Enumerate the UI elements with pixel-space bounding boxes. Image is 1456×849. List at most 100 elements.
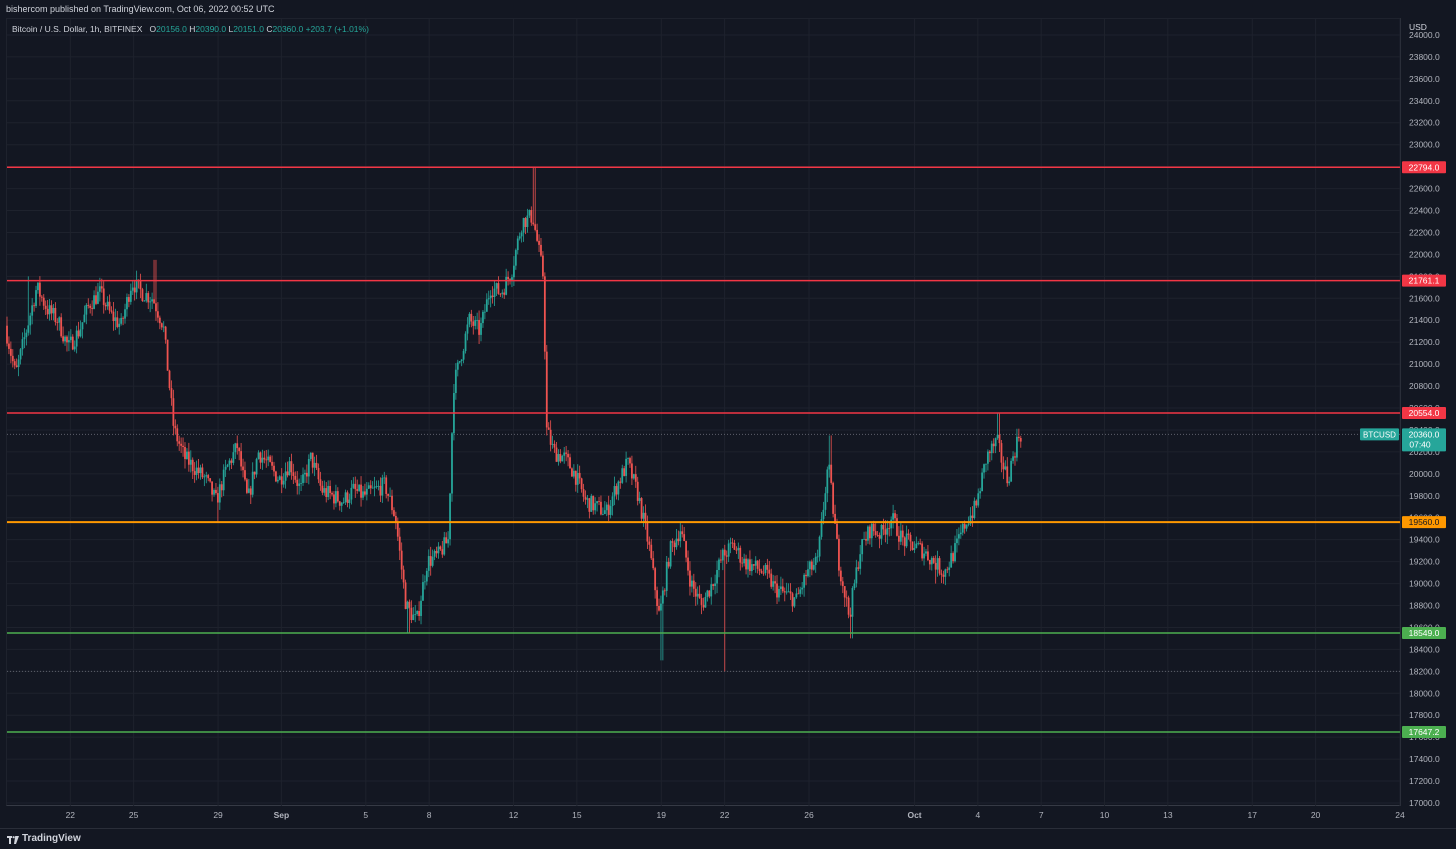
level-tag-bg: [1402, 161, 1446, 174]
candle-body: [98, 286, 101, 292]
candle-body: [160, 323, 163, 328]
candle-body: [265, 459, 268, 461]
candle-body: [632, 474, 635, 479]
candle-body: [576, 472, 579, 485]
tradingview-logo-icon: [7, 836, 19, 844]
candle-body: [11, 355, 14, 362]
candle-body: [360, 484, 362, 498]
candle-body: [410, 607, 413, 621]
candle-body: [671, 541, 674, 543]
price-tick-label: 20200.0: [1409, 447, 1440, 457]
candle-body: [636, 481, 639, 501]
time-tick-label: Sep: [274, 810, 290, 820]
candle-body: [609, 506, 612, 515]
candle-body: [346, 492, 349, 503]
candle-body: [296, 479, 299, 486]
candle-body: [793, 597, 796, 607]
candle-body: [690, 580, 693, 587]
time-axis[interactable]: 22 25 29 Sep 5 8 12 15 19 22 26 Oct 4 7 10 13 17 20 24: [66, 810, 1405, 820]
candle-body: [913, 548, 916, 550]
candle-body: [187, 451, 190, 465]
candle-body: [702, 604, 705, 608]
candle-body: [394, 516, 397, 523]
price-tick-label: 19000.0: [1409, 579, 1440, 589]
candle-body: [309, 452, 312, 459]
candle-body: [969, 515, 972, 524]
horizontal-levels[interactable]: [7, 166, 1400, 733]
candle-body: [760, 570, 763, 573]
candle-body: [861, 539, 864, 555]
candle-body: [205, 475, 208, 477]
candle-body: [642, 512, 645, 519]
candle-body: [110, 310, 113, 312]
time-tick-label: 22: [66, 810, 76, 820]
candle-body: [280, 476, 283, 485]
candle-body: [354, 483, 357, 490]
candle-body: [582, 489, 585, 497]
level-tag-bg: [1402, 725, 1446, 738]
candle-body: [625, 458, 628, 476]
candle-body: [124, 309, 126, 319]
candle-body: [774, 581, 776, 584]
candle-body: [207, 475, 210, 479]
symbol-name: Bitcoin / U.S. Dollar, 1h, BITFINEX: [12, 24, 143, 34]
candle-body: [779, 586, 782, 589]
candle-body: [505, 276, 508, 295]
close-label: C: [266, 24, 273, 34]
candle-body: [545, 351, 548, 428]
candle-body: [1002, 462, 1005, 470]
candle-body: [81, 322, 84, 330]
candle-body: [584, 496, 587, 500]
time-tick-label: 20: [1311, 810, 1321, 820]
candle-body: [447, 539, 450, 544]
candle-body: [189, 459, 192, 465]
close-value: 20360.0: [272, 24, 304, 34]
candle-body: [195, 467, 198, 475]
candle-body: [358, 484, 361, 491]
level-tag-label: 22794.0: [1409, 162, 1440, 172]
candle-body: [826, 469, 829, 494]
candle-body: [327, 485, 330, 497]
time-tick-label: 8: [427, 810, 432, 820]
candle-body: [518, 236, 521, 239]
candle-body: [255, 459, 258, 475]
symbol-legend[interactable]: Bitcoin / U.S. Dollar, 1h, BITFINEX O201…: [12, 24, 369, 34]
candle-body: [478, 319, 480, 335]
price-tick-label: 23200.0: [1409, 118, 1440, 128]
candle-body: [495, 283, 498, 289]
candle-body: [416, 610, 419, 615]
candle-body: [234, 443, 237, 453]
low-value: 20151.0: [233, 24, 264, 34]
candle-body: [959, 532, 962, 535]
candle-body: [824, 493, 827, 510]
candle-body: [155, 303, 157, 312]
candle-body: [549, 429, 552, 445]
change-value: +203.7 (+1.01%): [305, 24, 369, 34]
candle-body: [778, 588, 780, 598]
price-tick-label: 23600.0: [1409, 74, 1440, 84]
candle-body: [605, 504, 608, 511]
candle-body: [420, 600, 422, 616]
candle-body: [56, 322, 59, 323]
candle-body: [729, 542, 732, 544]
candle-body: [321, 485, 324, 493]
candle-body: [68, 340, 70, 343]
candle-body: [768, 569, 771, 574]
candle-body: [957, 534, 960, 539]
candle-body: [928, 560, 931, 565]
candle-body: [874, 531, 877, 536]
candle-body: [812, 564, 815, 570]
candle-body: [215, 489, 217, 494]
candlestick-chart[interactable]: 17000.017200.017400.017600.017800.018000…: [0, 0, 1456, 828]
candle-body: [489, 295, 492, 299]
candle-body: [677, 538, 680, 542]
candle-body: [938, 558, 941, 574]
candle-body: [716, 569, 718, 584]
candle-body: [69, 336, 72, 341]
candle-body: [482, 311, 484, 324]
candle-body: [116, 317, 119, 327]
candle-body: [882, 524, 885, 530]
candle-body: [499, 293, 502, 295]
candle-body: [319, 479, 322, 486]
tradingview-brand: TradingView: [22, 833, 81, 844]
